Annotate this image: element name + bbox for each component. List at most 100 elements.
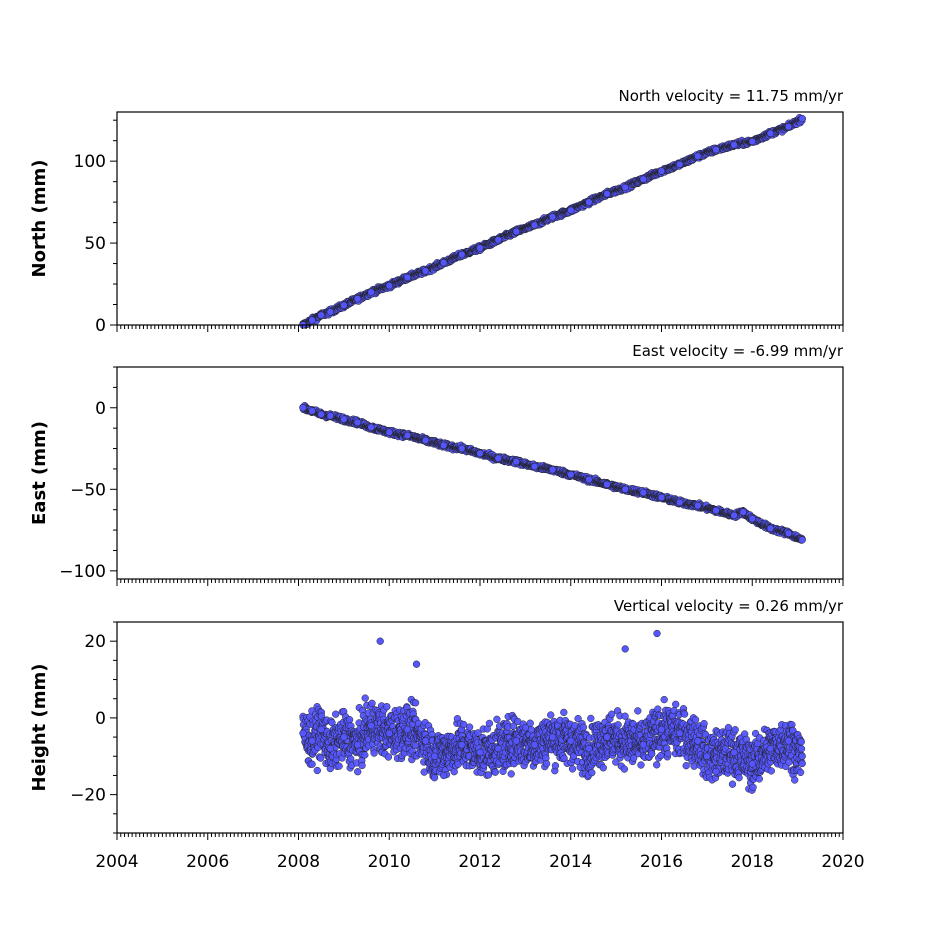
height-data-point [579,723,588,731]
north-data-point [512,227,520,236]
height-data-point [354,768,362,776]
height-data-point [621,712,629,720]
east-data-point [440,441,448,449]
north-y-axis-label: North (mm) [29,160,50,278]
north-data-point [766,129,775,137]
height-data-point [560,708,568,717]
north-data-point [676,160,684,169]
height-data-point [614,721,622,729]
east-y-tick-label: 0 [95,399,106,419]
north-data-point [748,137,756,146]
east-data-point [639,488,647,497]
height-data-point [411,699,420,707]
height-data-point [332,710,340,718]
east-data-point [585,475,593,484]
east-data-point [567,470,575,479]
east-data-point [367,423,375,431]
height-data-point [345,716,354,724]
height-data-point [547,711,555,719]
north-data-point [567,206,575,214]
north-data-point [639,175,647,183]
height-data-point [430,774,439,782]
north-data-point [585,198,593,206]
east-data-point [476,449,484,458]
east-data-point [730,511,738,520]
east-data-point [458,444,466,453]
east-y-tick-label: −100 [59,562,106,582]
height-data-point [335,762,343,770]
east-data-point [676,498,684,507]
height-data-point [507,770,515,778]
height-data-point [491,768,499,776]
height-data-point [368,699,376,707]
north-data-point [603,190,611,198]
east-scatter-points [299,401,806,544]
east-data-point [530,462,539,471]
height-data-point [608,710,616,718]
north-data-point [784,123,793,131]
height-data-point [637,761,645,769]
height-data-point [361,751,369,759]
height-data-point [465,723,474,731]
height-data-point [588,769,596,777]
height-data-point [634,707,642,715]
north-data-point [421,267,430,275]
north-velocity-title: North velocity = 11.75 mm/yr [619,87,844,105]
north-y-tick-label: 0 [95,316,106,336]
east-data-point [603,480,611,489]
north-data-point [494,236,502,244]
north-data-point [476,244,484,252]
east-data-point [353,418,362,427]
north-data-point [440,259,448,267]
height-data-point [599,764,607,772]
north-data-point [340,301,348,309]
height-data-point [358,761,366,770]
north-data-point [458,250,466,259]
east-data-point [403,431,412,440]
height-data-point [542,760,551,768]
height-velocity-title: Vertical velocity = 0.26 mm/yr [614,597,844,615]
east-data-point [308,407,316,415]
height-data-point [526,719,534,727]
north-data-point [326,308,334,316]
north-data-point [317,311,325,319]
east-panel: East velocity = -6.99 mm/yr East (mm) −100… [29,342,844,586]
height-data-point [485,719,494,728]
east-data-point [299,404,307,412]
height-data-point [383,703,391,711]
east-data-point [421,436,430,445]
north-data-point [694,152,702,160]
north-data-point [657,167,666,175]
east-data-point [340,415,348,423]
height-panel: Vertical velocity = 0.26 mm/yr Height (mm… [29,597,865,872]
east-data-point [694,501,702,510]
north-scatter-points [299,113,806,329]
east-data-point [712,506,720,515]
height-y-axis-label: Height (mm) [29,664,50,792]
height-data-point [370,749,378,757]
height-data-point [313,766,321,775]
height-data-point [493,715,501,723]
height-data-point [620,765,629,773]
height-data-point [384,753,393,761]
north-data-point [367,288,375,296]
east-y-axis-label: East (mm) [29,421,50,525]
east-data-point [748,515,756,523]
height-scatter-points [299,629,806,794]
north-data-point [403,273,412,282]
height-data-point [568,765,577,773]
east-data-point [784,529,793,537]
north-data-point [712,146,720,154]
east-y-tick-label: −50 [70,480,106,500]
height-data-point [587,714,595,723]
east-data-point [657,493,666,502]
height-data-point [308,760,316,768]
east-velocity-title: East velocity = -6.99 mm/yr [632,342,844,360]
height-data-point [484,771,493,779]
east-data-point [739,508,747,516]
east-data-point [385,428,393,436]
east-data-point [326,412,334,420]
height-data-point [347,755,355,763]
